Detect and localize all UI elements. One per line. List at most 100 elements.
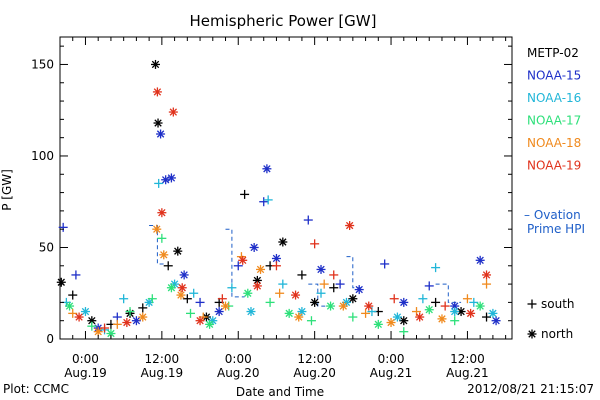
marker-stroke	[158, 209, 166, 217]
marker-stroke	[239, 256, 247, 264]
marker-stroke	[253, 282, 262, 290]
legend-entry-ovation-line1: – Ovation	[524, 208, 581, 222]
marker-stroke	[160, 251, 168, 259]
data-point-noaa-15-north	[166, 173, 176, 183]
data-point-noaa-19-north	[152, 87, 162, 97]
marker-stroke	[81, 307, 90, 316]
marker-stroke	[415, 313, 424, 321]
marker-stroke	[123, 318, 131, 327]
data-point-noaa-17-south	[399, 327, 409, 337]
data-point-noaa-17-north	[243, 288, 253, 298]
marker-stroke	[451, 307, 459, 316]
legend-entry-metp-02: METP-02	[527, 46, 579, 60]
marker-stroke	[374, 320, 383, 329]
data-point-noaa-19-south	[217, 294, 227, 304]
data-point-noaa-18-north	[256, 264, 266, 274]
data-point-noaa-15-south	[233, 261, 243, 271]
x-tick-time-label: 0:00	[225, 352, 252, 366]
marker-stroke	[492, 316, 500, 325]
data-point-noaa-16-north	[450, 307, 460, 317]
marker-stroke	[400, 316, 408, 325]
data-point-noaa-19-north	[238, 255, 248, 265]
data-point-noaa-15-north	[262, 164, 272, 174]
x-tick-time-label: 0:00	[378, 352, 405, 366]
data-point-noaa-18-north	[386, 318, 396, 328]
data-point-noaa-16-south	[431, 263, 441, 273]
marker-stroke	[256, 265, 265, 274]
data-point-noaa-17-south	[186, 308, 196, 318]
legend-entry-noaa-19: NOAA-19	[527, 159, 581, 173]
marker-stroke	[244, 289, 252, 297]
marker-stroke	[174, 247, 182, 255]
marker-stroke	[215, 307, 223, 316]
marker-stroke	[167, 174, 176, 182]
data-point-noaa-19-south	[310, 239, 320, 249]
data-point-noaa-15-north	[156, 129, 166, 139]
data-point-noaa-17-south	[450, 316, 460, 326]
marker-stroke	[317, 265, 325, 274]
data-point-noaa-16-north	[297, 307, 307, 317]
marker-stroke	[365, 302, 373, 310]
marker-stroke	[154, 119, 162, 127]
marker-stroke	[221, 302, 230, 310]
ovation-hpi-line	[225, 228, 245, 298]
data-point-noaa-16-north	[80, 307, 90, 317]
marker-stroke	[169, 108, 178, 116]
marker-stroke	[451, 302, 459, 310]
data-point-metp-02-south	[240, 189, 250, 199]
data-point-noaa-18-south	[275, 288, 285, 298]
marker-stroke	[339, 302, 347, 310]
data-point-noaa-16-south	[263, 195, 273, 205]
marker-stroke	[180, 271, 188, 279]
data-point-noaa-15-north	[475, 255, 485, 265]
data-point-metp-02-north	[173, 246, 183, 256]
marker-stroke	[107, 329, 115, 338]
y-tick-label: 0	[46, 332, 54, 346]
data-point-noaa-18-south	[482, 279, 492, 289]
x-tick-date-label: Aug.21	[446, 366, 489, 380]
marker-stroke	[476, 302, 484, 310]
x-tick-date-label: Aug.20	[217, 366, 260, 380]
data-point-metp-02-north	[278, 237, 288, 247]
data-point-noaa-19-north	[168, 107, 178, 117]
data-point-noaa-16-south	[227, 283, 237, 293]
data-point-metp-02-south	[482, 312, 492, 322]
data-point-noaa-18-south	[319, 279, 329, 289]
marker-stroke	[196, 316, 204, 325]
ovation-hpi-line	[149, 225, 165, 265]
data-point-noaa-18-south	[361, 308, 371, 318]
marker-stroke	[145, 298, 153, 307]
marker-stroke	[438, 315, 446, 323]
data-point-metp-02-south	[163, 261, 173, 271]
marker-stroke	[132, 316, 141, 325]
y-tick-label: 100	[31, 149, 54, 163]
data-point-noaa-19-north	[482, 270, 492, 280]
data-point-metp-02-north	[399, 316, 409, 326]
data-point-metp-02-north	[310, 297, 320, 307]
marker-stroke	[298, 307, 306, 316]
data-point-noaa-17-south	[348, 312, 358, 322]
marker-stroke	[57, 278, 65, 286]
x-tick-date-label: Aug.19	[141, 366, 184, 380]
data-point-noaa-18-north	[93, 327, 103, 337]
legend-marker-label-north: north	[541, 327, 573, 341]
marker-stroke	[279, 238, 287, 246]
data-point-metp-02-south	[431, 297, 441, 307]
marker-stroke	[387, 318, 395, 327]
data-point-noaa-19-south	[329, 270, 339, 280]
data-point-noaa-19-south	[389, 294, 399, 304]
marker-stroke	[153, 225, 161, 233]
data-point-noaa-18-north	[159, 250, 169, 260]
points-layer	[56, 59, 501, 339]
data-point-noaa-18-south	[112, 319, 122, 329]
data-point-noaa-15-north	[491, 316, 501, 326]
data-point-noaa-15-north	[249, 242, 259, 252]
marker-stroke	[466, 309, 475, 318]
marker-stroke	[205, 320, 214, 329]
marker-stroke	[272, 254, 281, 263]
data-point-noaa-19-north	[157, 208, 167, 218]
marker-stroke	[75, 313, 83, 321]
data-point-noaa-19-north	[122, 318, 132, 328]
data-point-noaa-19-south	[440, 301, 450, 311]
data-point-metp-02-north	[56, 277, 66, 287]
